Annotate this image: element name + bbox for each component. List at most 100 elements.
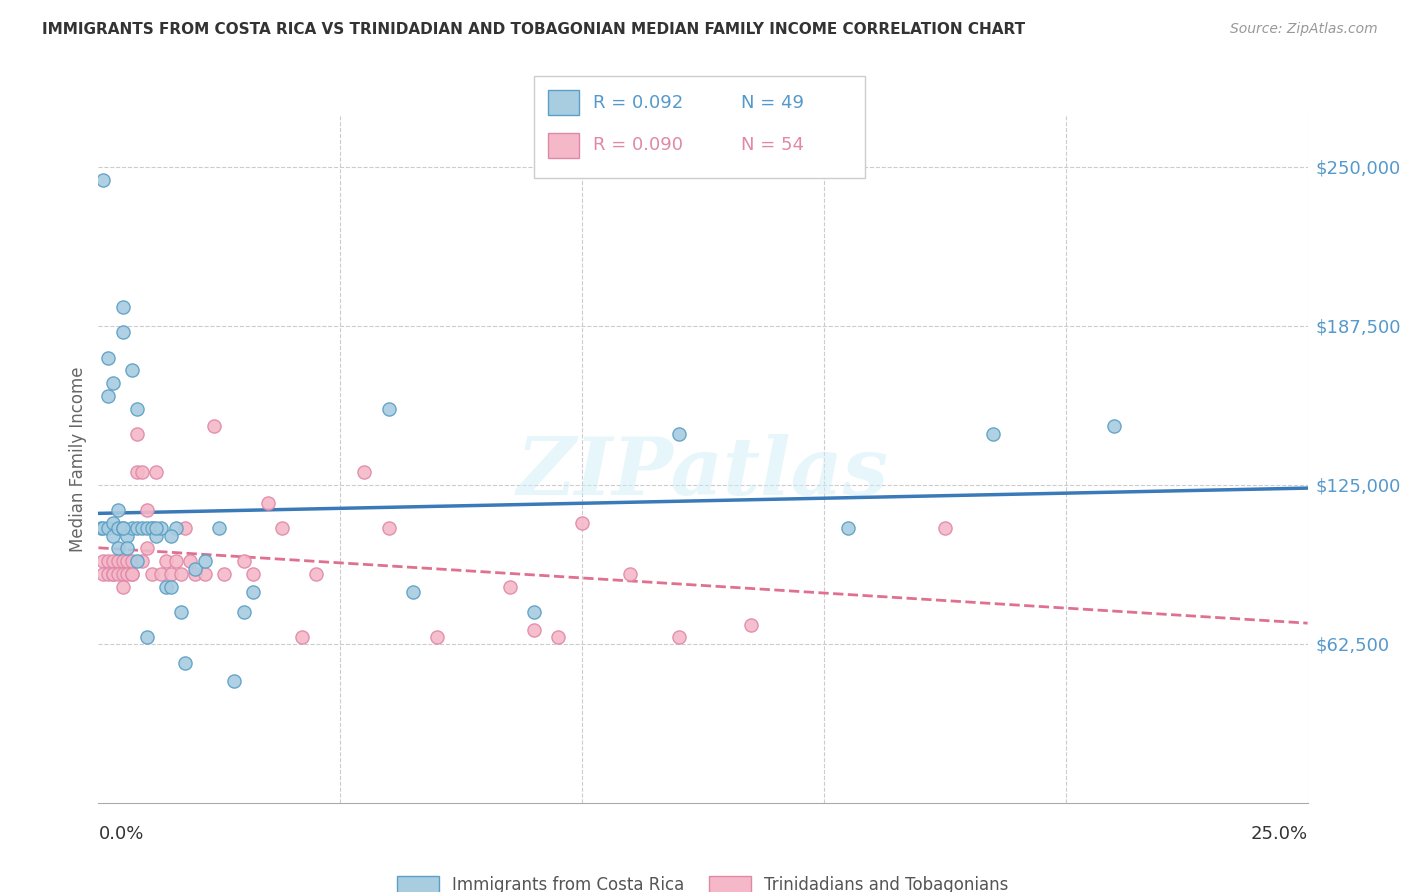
Point: [135, 503, 157, 517]
Point: [135, 521, 157, 535]
Point: [117, 541, 139, 556]
Point: [934, 521, 956, 535]
Point: [426, 631, 449, 645]
Point: [141, 521, 163, 535]
Point: [981, 426, 1004, 441]
Y-axis label: Median Family Income: Median Family Income: [69, 367, 87, 552]
Point: [377, 401, 399, 416]
Text: R = 0.090: R = 0.090: [593, 136, 683, 154]
Point: [194, 566, 217, 581]
Point: [97, 554, 120, 568]
Point: [222, 673, 245, 688]
Point: [111, 300, 134, 314]
Point: [547, 631, 569, 645]
Point: [127, 465, 149, 479]
Point: [174, 521, 197, 535]
Point: [523, 605, 546, 619]
Point: [121, 363, 143, 377]
Point: [165, 554, 187, 568]
Point: [169, 566, 191, 581]
Point: [150, 521, 173, 535]
Point: [402, 584, 425, 599]
Point: [242, 566, 264, 581]
Point: [111, 325, 134, 339]
Point: [290, 631, 312, 645]
Point: [232, 605, 254, 619]
Text: Source: ZipAtlas.com: Source: ZipAtlas.com: [1230, 22, 1378, 37]
Point: [271, 521, 294, 535]
Point: [174, 656, 197, 670]
Text: N = 54: N = 54: [741, 136, 804, 154]
Point: [184, 566, 207, 581]
Legend: Immigrants from Costa Rica, Trinidadians and Tobagonians: Immigrants from Costa Rica, Trinidadians…: [391, 869, 1015, 892]
Point: [135, 541, 157, 556]
Point: [204, 419, 226, 434]
Point: [90, 521, 112, 535]
Point: [91, 566, 114, 581]
Point: [1102, 419, 1125, 434]
Point: [232, 554, 254, 568]
Point: [145, 521, 167, 535]
Point: [121, 554, 143, 568]
Text: 25.0%: 25.0%: [1250, 825, 1308, 843]
Point: [127, 426, 149, 441]
Point: [131, 465, 153, 479]
Point: [668, 631, 690, 645]
Point: [160, 566, 183, 581]
Point: [145, 465, 167, 479]
Point: [169, 605, 191, 619]
Point: [160, 529, 183, 543]
Point: [107, 503, 129, 517]
Point: [121, 566, 143, 581]
Point: [127, 521, 149, 535]
Point: [208, 521, 231, 535]
Point: [523, 623, 546, 637]
Point: [150, 566, 173, 581]
Point: [111, 566, 134, 581]
Point: [155, 554, 177, 568]
Point: [377, 521, 399, 535]
Point: [353, 465, 375, 479]
Point: [141, 566, 163, 581]
Point: [121, 521, 143, 535]
Point: [121, 566, 143, 581]
Point: [117, 566, 139, 581]
Point: [155, 580, 177, 594]
Text: R = 0.092: R = 0.092: [593, 94, 683, 112]
Point: [107, 566, 129, 581]
Point: [97, 521, 120, 535]
Point: [619, 566, 641, 581]
Point: [91, 521, 114, 535]
Point: [117, 554, 139, 568]
Point: [131, 521, 153, 535]
Point: [179, 554, 201, 568]
Point: [160, 580, 183, 594]
Point: [101, 566, 124, 581]
Point: [107, 554, 129, 568]
Point: [668, 426, 690, 441]
Point: [256, 495, 278, 509]
Text: IMMIGRANTS FROM COSTA RICA VS TRINIDADIAN AND TOBAGONIAN MEDIAN FAMILY INCOME CO: IMMIGRANTS FROM COSTA RICA VS TRINIDADIA…: [42, 22, 1025, 37]
Point: [127, 401, 149, 416]
Point: [145, 529, 167, 543]
Point: [97, 566, 120, 581]
Point: [107, 541, 129, 556]
Point: [117, 529, 139, 543]
Point: [111, 554, 134, 568]
Point: [212, 566, 235, 581]
Point: [194, 554, 217, 568]
Point: [101, 554, 124, 568]
Point: [242, 584, 264, 599]
Point: [571, 516, 593, 530]
Point: [111, 580, 134, 594]
Point: [91, 554, 114, 568]
Point: [305, 566, 328, 581]
Point: [184, 562, 207, 576]
Point: [101, 529, 124, 543]
Point: [101, 376, 124, 390]
Point: [97, 389, 120, 403]
Point: [127, 554, 149, 568]
Text: N = 49: N = 49: [741, 94, 804, 112]
Point: [111, 521, 134, 535]
Point: [111, 521, 134, 535]
